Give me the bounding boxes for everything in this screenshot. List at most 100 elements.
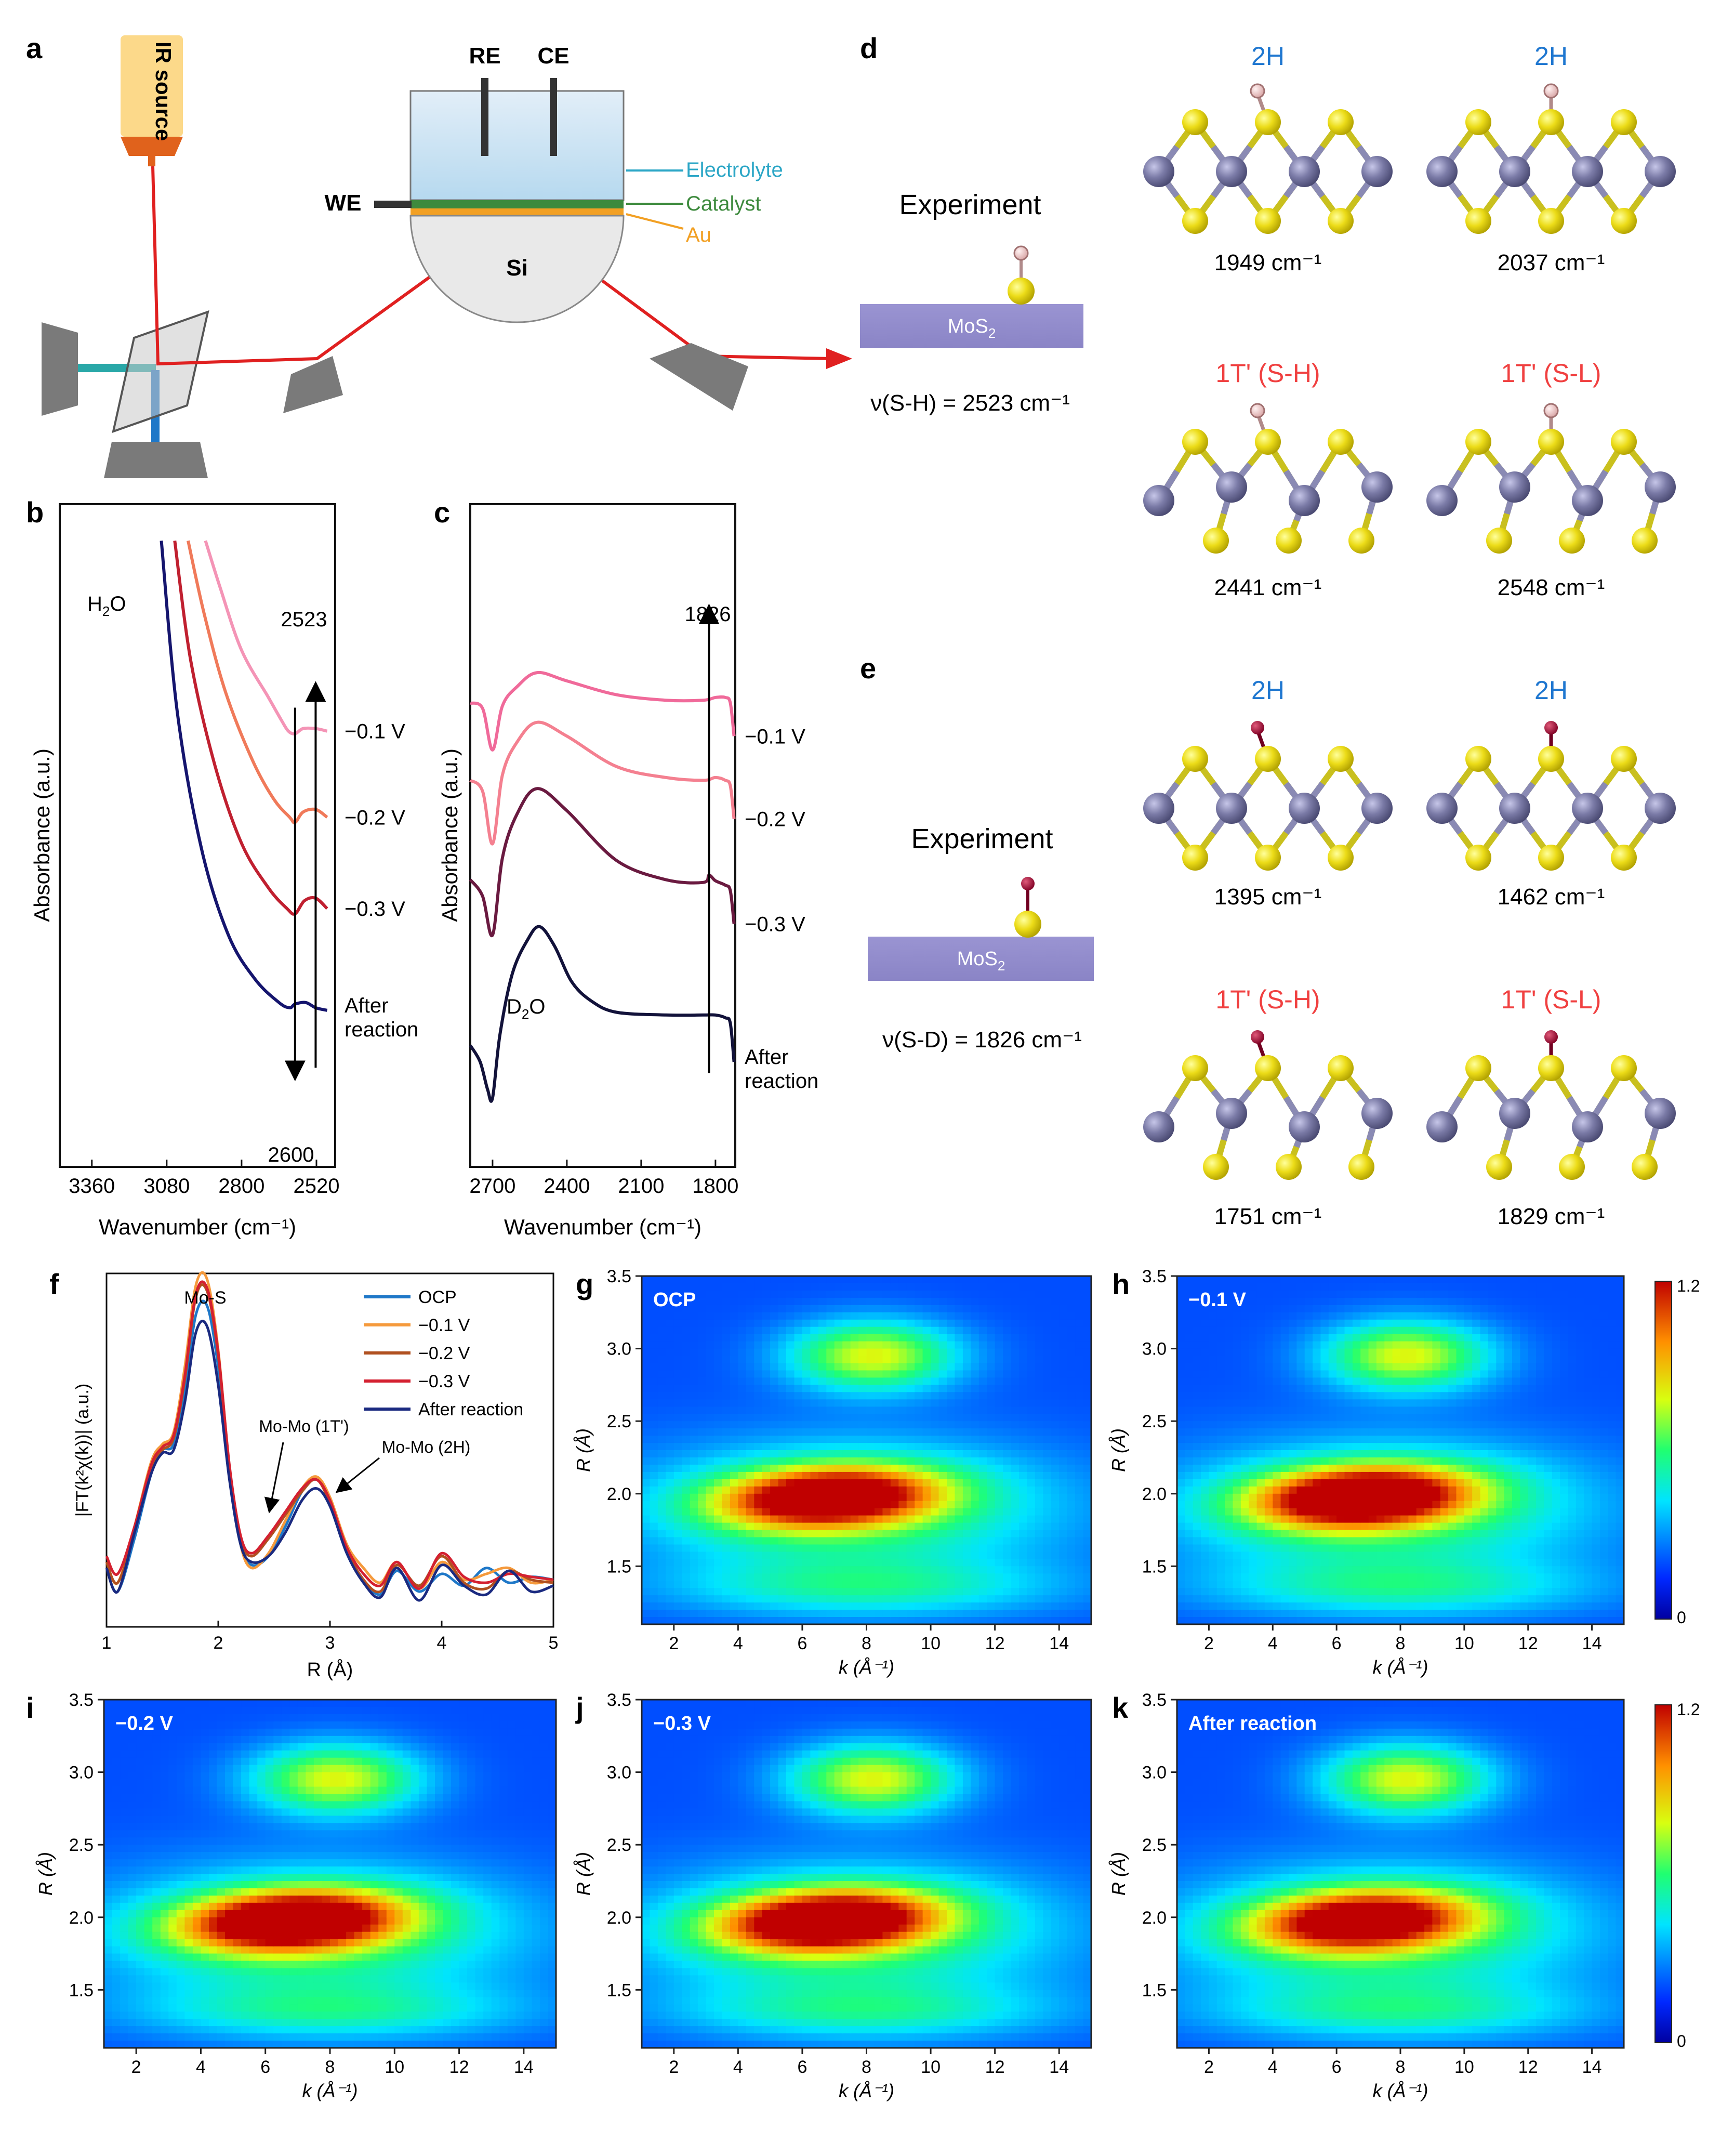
heatmap-cell bbox=[1344, 1414, 1353, 1422]
heatmap-cell bbox=[866, 1326, 875, 1335]
heatmap-cell bbox=[962, 1341, 972, 1349]
heatmap-cell bbox=[882, 1370, 891, 1378]
heatmap-cell bbox=[754, 1443, 763, 1451]
heatmap-cell bbox=[818, 1385, 827, 1393]
heatmap-cell bbox=[1193, 1305, 1201, 1313]
heatmap-cell bbox=[1424, 1414, 1433, 1422]
heatmap-cell bbox=[1336, 1421, 1345, 1429]
heatmap-cell bbox=[778, 1312, 787, 1320]
heatmap-cell bbox=[1328, 1443, 1337, 1451]
heatmap-cell bbox=[1336, 1617, 1345, 1625]
heatmap-cell bbox=[987, 1370, 996, 1378]
heatmap-cell bbox=[978, 1276, 987, 1284]
heatmap-cell bbox=[1193, 1377, 1201, 1386]
heatmap-cell bbox=[754, 1399, 763, 1408]
heatmap-cell bbox=[1392, 1305, 1401, 1313]
heatmap-cell bbox=[1384, 1443, 1393, 1451]
heatmap-cell bbox=[802, 1283, 811, 1291]
heatmap-cell bbox=[1336, 1493, 1345, 1502]
heatmap-cell bbox=[1416, 1530, 1425, 1538]
heatmap-cell bbox=[850, 1595, 859, 1603]
heatmap-cell bbox=[1003, 1508, 1012, 1516]
plot-f-curves bbox=[105, 1271, 554, 1602]
heatmap-cell bbox=[1185, 1544, 1194, 1553]
heatmap-cell bbox=[738, 1414, 747, 1422]
heatmap-cell bbox=[1075, 1588, 1084, 1596]
heatmap-cell bbox=[1027, 1341, 1036, 1349]
heatmap-cell bbox=[794, 1283, 803, 1291]
heatmap-cell bbox=[1432, 1312, 1441, 1320]
heatmap-cell bbox=[1448, 1566, 1457, 1574]
heatmap-cell bbox=[1067, 1443, 1076, 1451]
heatmap-cell bbox=[810, 1515, 819, 1523]
heatmap-cell bbox=[906, 1559, 915, 1567]
d-structure-freq-2: 2441 cm⁻¹ bbox=[1214, 575, 1322, 600]
heatmap-cell bbox=[1313, 1537, 1321, 1545]
heatmap-cell bbox=[818, 1319, 827, 1327]
heatmap-cell bbox=[1376, 1602, 1385, 1610]
heatmap-cell bbox=[786, 1501, 795, 1509]
heatmap-cell bbox=[698, 1530, 707, 1538]
heatmap-cell bbox=[730, 1486, 739, 1494]
heatmap-cell bbox=[1432, 1602, 1441, 1610]
heatmap-cell bbox=[1067, 1392, 1076, 1400]
heatmap-cell bbox=[1003, 1588, 1012, 1596]
heatmap-cell bbox=[947, 1602, 956, 1610]
heatmap-cell bbox=[1400, 1530, 1409, 1538]
heatmap-cell bbox=[1376, 1399, 1385, 1408]
heatmap-cell bbox=[1185, 1464, 1194, 1473]
heatmap-cell bbox=[666, 1443, 674, 1451]
heatmap-cell bbox=[1408, 1457, 1417, 1465]
heatmap-cell bbox=[874, 1588, 883, 1596]
heatmap-cell bbox=[915, 1305, 923, 1313]
heatmap-cell bbox=[746, 1319, 755, 1327]
heatmap-cell bbox=[746, 1595, 755, 1603]
heatmap-cell bbox=[1456, 1319, 1465, 1327]
heatmap-cell bbox=[794, 1617, 803, 1625]
heatmap-cell bbox=[1011, 1566, 1020, 1574]
heatmap-cell bbox=[987, 1501, 996, 1509]
heatmap-cell bbox=[1225, 1334, 1234, 1342]
heatmap-cell bbox=[722, 1501, 731, 1509]
heatmap-cell bbox=[1440, 1537, 1449, 1545]
heatmap-cell bbox=[1304, 1573, 1313, 1582]
heatmap-cell bbox=[666, 1610, 674, 1618]
heatmap-cell bbox=[1051, 1617, 1060, 1625]
heatmap-cell bbox=[1328, 1602, 1337, 1610]
heatmap-cell bbox=[1209, 1356, 1217, 1364]
heatmap-cell bbox=[1416, 1501, 1425, 1509]
heatmap-cell bbox=[1216, 1522, 1225, 1531]
heatmap-cell bbox=[1019, 1501, 1028, 1509]
heatmap-cell bbox=[1296, 1297, 1305, 1306]
heatmap-cell bbox=[995, 1276, 1003, 1284]
heatmap-cell bbox=[762, 1595, 771, 1603]
heatmap-cell bbox=[1336, 1522, 1345, 1531]
heatmap-cell bbox=[1051, 1544, 1060, 1553]
heatmap-cell bbox=[1289, 1385, 1298, 1393]
heatmap-cell bbox=[802, 1486, 811, 1494]
heatmap-cell bbox=[1027, 1312, 1036, 1320]
heatmap-cell bbox=[971, 1522, 979, 1531]
heatmap-cell bbox=[722, 1356, 731, 1364]
heatmap-cell bbox=[1177, 1581, 1186, 1589]
heatmap-cell bbox=[1472, 1356, 1481, 1364]
plot-b-xtick-label: 3360 bbox=[69, 1175, 115, 1198]
heatmap-cell bbox=[842, 1414, 851, 1422]
heatmap-cell bbox=[1201, 1421, 1210, 1429]
heatmap-cell bbox=[1328, 1610, 1337, 1618]
heatmap-cell bbox=[1249, 1341, 1258, 1349]
heatmap-cell bbox=[1440, 1595, 1449, 1603]
heatmap-cell bbox=[1416, 1370, 1425, 1378]
heatmap-cell bbox=[1051, 1428, 1060, 1436]
heatmap-cell bbox=[971, 1305, 979, 1313]
heatmap-cell bbox=[962, 1457, 972, 1465]
heatmap-cell bbox=[850, 1312, 859, 1320]
heatmap-cell bbox=[971, 1421, 979, 1429]
heatmap-cell bbox=[850, 1443, 859, 1451]
heatmap-cell bbox=[682, 1421, 691, 1429]
heatmap-cell bbox=[1201, 1341, 1210, 1349]
heatmap-cell bbox=[1304, 1290, 1313, 1298]
heatmap-cell bbox=[746, 1399, 755, 1408]
heatmap-cell bbox=[987, 1341, 996, 1349]
heatmap-cell bbox=[1011, 1457, 1020, 1465]
